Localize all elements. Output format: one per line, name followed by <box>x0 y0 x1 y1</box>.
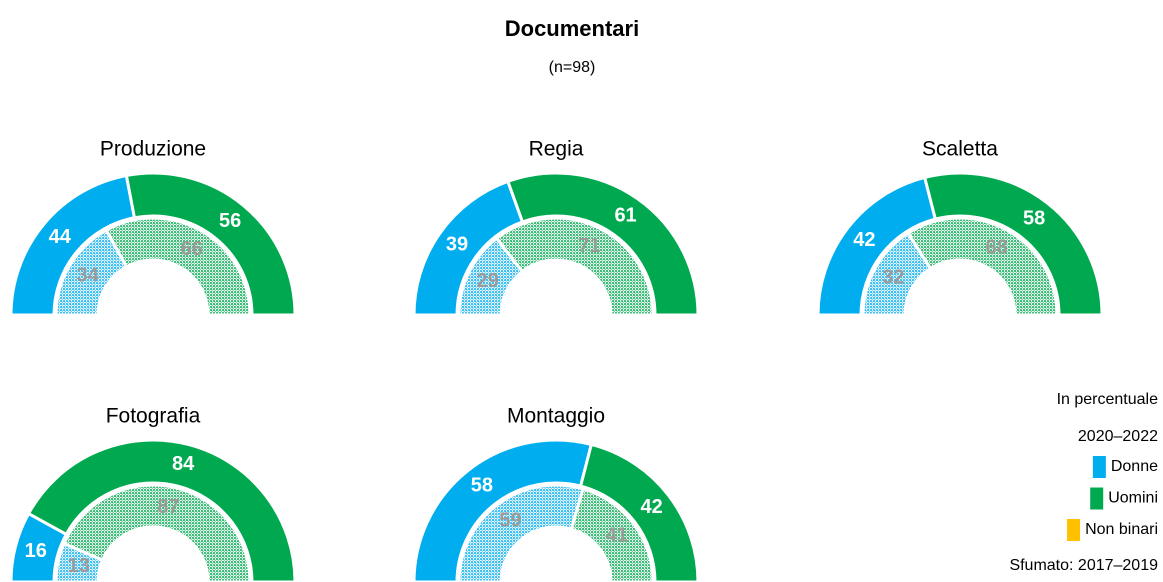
legend-swatch <box>1092 456 1106 478</box>
segment <box>457 483 585 582</box>
segment <box>104 216 252 317</box>
data-label: 58 <box>471 475 493 497</box>
segment <box>412 438 594 582</box>
chart-subtitle: (n=98) <box>549 59 596 76</box>
data-label: 59 <box>499 510 521 532</box>
data-label: 84 <box>172 453 195 475</box>
legend-faded: Sfumato: 2017–2019 <box>1009 557 1158 574</box>
data-label: 29 <box>477 270 499 292</box>
subchart-title: Regia <box>529 138 584 161</box>
subchart-title: Produzione <box>100 138 206 161</box>
data-label: 66 <box>181 238 203 260</box>
subchart-title: Montaggio <box>507 405 605 428</box>
data-label: 32 <box>882 267 904 289</box>
chart-title: Documentari <box>505 16 639 41</box>
legend-swatch <box>1090 487 1104 510</box>
data-label: 68 <box>985 237 1007 259</box>
data-label: 71 <box>578 235 600 257</box>
legend-period: 2020–2022 <box>1078 428 1158 445</box>
legend-label: Non binari <box>1085 521 1158 538</box>
legend-label: Donne <box>1111 458 1158 475</box>
segment <box>26 438 297 582</box>
data-label: 16 <box>25 540 47 562</box>
segment <box>922 171 1104 317</box>
data-label: 13 <box>67 555 89 577</box>
data-label: 41 <box>606 525 628 547</box>
data-label: 87 <box>157 496 179 518</box>
data-label: 58 <box>1023 208 1045 230</box>
segment <box>62 483 252 582</box>
subchart-title: Fotografia <box>106 405 201 428</box>
subchart-title: Scaletta <box>922 138 998 161</box>
data-label: 61 <box>614 204 636 226</box>
data-label: 44 <box>49 226 72 248</box>
segment <box>905 216 1059 317</box>
segment <box>505 171 700 317</box>
legend-unit: In percentuale <box>1057 391 1159 408</box>
legend-swatch <box>1067 519 1081 541</box>
data-label: 39 <box>446 234 468 256</box>
data-label: 42 <box>640 496 662 518</box>
data-label: 56 <box>219 210 241 232</box>
segment <box>494 216 655 317</box>
data-label: 34 <box>76 265 99 287</box>
data-label: 42 <box>853 229 875 251</box>
legend-label: Uomini <box>1108 490 1158 507</box>
